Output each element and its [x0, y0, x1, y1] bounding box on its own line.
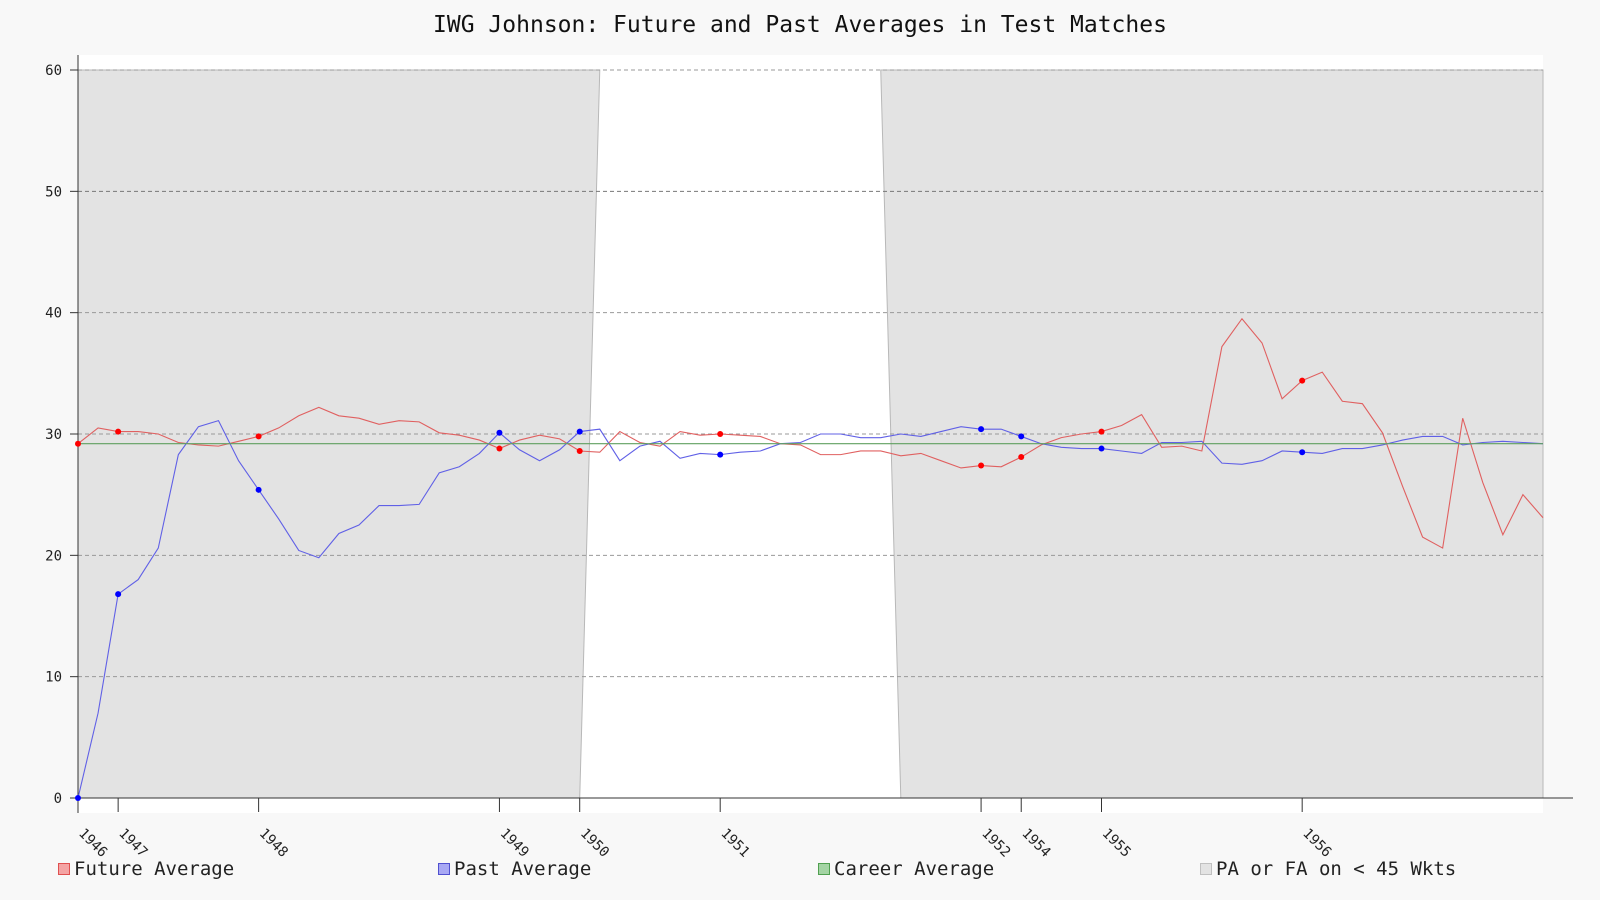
past-average-point: [255, 486, 262, 493]
past-average-point: [115, 591, 122, 598]
future-average-point: [255, 433, 262, 440]
past-average-point: [1098, 445, 1105, 452]
y-tick-label: 50: [45, 184, 62, 200]
y-tick-label: 20: [45, 548, 62, 564]
past-average-point: [496, 429, 503, 436]
future-average-line: [77, 317, 1544, 549]
y-tick-label: 10: [45, 670, 62, 686]
y-tick-label: 30: [45, 427, 62, 443]
legend-label-future: Future Average: [74, 858, 235, 880]
x-tick-label: 1954: [1018, 826, 1053, 861]
x-tick-label: 1950: [577, 826, 612, 861]
legend-label-career: Career Average: [834, 858, 995, 880]
future-average-point: [576, 447, 583, 454]
legend-item-low-wickets-shade[interactable]: PA or FA on < 45 Wkts: [1200, 858, 1456, 880]
y-tick-label: 0: [54, 791, 62, 807]
legend-item-career-average[interactable]: Career Average: [818, 858, 994, 880]
past-average-point: [576, 428, 583, 435]
future-average-point: [717, 431, 724, 437]
future-average-point: [115, 428, 122, 435]
past-average-point: [1018, 433, 1025, 440]
past-average-swatch: [438, 863, 450, 875]
x-tick-label: 1951: [717, 826, 752, 861]
x-tick-label: 1956: [1299, 826, 1334, 861]
past-average-point: [1299, 449, 1306, 456]
x-tick-label: 1948: [256, 826, 291, 861]
gridlines-layer: [70, 69, 1543, 799]
x-tick-label: 1952: [978, 826, 1013, 861]
x-tick-label: 1947: [115, 826, 150, 861]
x-tick-label: 1946: [75, 826, 110, 861]
past-average-point: [978, 426, 985, 433]
x-tick-label: 1955: [1099, 826, 1134, 861]
future-average-point: [1299, 377, 1306, 384]
chart-title: IWG Johnson: Future and Past Averages in…: [433, 12, 1167, 38]
future-average-point: [1098, 428, 1105, 435]
future-average-point: [1018, 454, 1025, 461]
legend-item-past-average[interactable]: Past Average: [438, 858, 591, 880]
legend-item-future-average[interactable]: Future Average: [58, 858, 234, 880]
y-tick-label: 60: [45, 63, 62, 79]
legend-label-past: Past Average: [454, 858, 592, 880]
future-average-swatch: [58, 863, 70, 875]
markers-layer: [75, 377, 1306, 801]
future-average-point: [75, 440, 81, 447]
legend-label-shade: PA or FA on < 45 Wkts: [1216, 858, 1457, 880]
future-average-point: [496, 445, 503, 452]
past-average-point: [717, 451, 724, 458]
legend: Future Average Past Average Career Avera…: [0, 858, 1600, 884]
y-tick-label: 40: [45, 306, 62, 322]
series-layer: [77, 317, 1544, 799]
career-average-swatch: [818, 863, 830, 875]
future-average-point: [978, 462, 985, 469]
x-tick-label: 1949: [497, 826, 532, 861]
axes-layer: [77, 55, 1573, 813]
shade-swatch: [1200, 863, 1212, 875]
past-average-point: [75, 795, 81, 801]
past-average-line: [77, 419, 1544, 799]
